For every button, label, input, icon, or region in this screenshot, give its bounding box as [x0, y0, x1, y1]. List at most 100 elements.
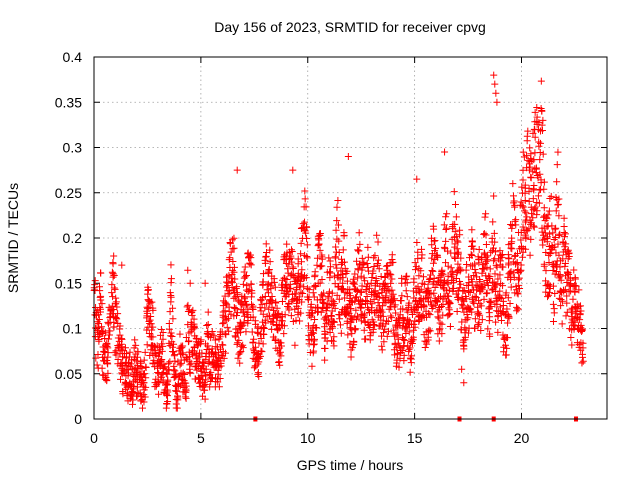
data-point [281, 311, 289, 319]
data-point [324, 294, 332, 302]
data-point [297, 239, 305, 247]
data-point [214, 370, 222, 378]
data-point [334, 271, 342, 279]
data-point [351, 294, 359, 302]
x-tick-label: 15 [407, 430, 423, 446]
data-point [419, 273, 427, 281]
data-point [273, 304, 281, 312]
data-point [134, 348, 142, 356]
data-point [391, 341, 399, 349]
data-point [388, 251, 396, 259]
data-point [554, 148, 562, 156]
data-point [355, 247, 363, 255]
data-point [420, 280, 428, 288]
data-point [451, 228, 459, 236]
data-point [475, 296, 483, 304]
data-point [223, 278, 231, 286]
data-point [309, 349, 317, 357]
data-point [190, 325, 198, 333]
data-point [287, 312, 295, 320]
data-point [159, 365, 167, 373]
data-point [264, 269, 272, 277]
data-point [551, 225, 559, 233]
data-point [288, 258, 296, 266]
data-point [333, 217, 341, 225]
data-point [294, 304, 302, 312]
data-point [202, 376, 210, 384]
data-point [417, 285, 425, 293]
data-point [272, 298, 280, 306]
data-point [368, 274, 376, 282]
data-point [255, 339, 263, 347]
data-point [283, 283, 291, 291]
data-point [530, 185, 538, 193]
data-point [346, 324, 354, 332]
data-point [368, 316, 376, 324]
data-point [548, 222, 556, 230]
data-point [374, 238, 382, 246]
data-point [297, 309, 305, 317]
data-point [493, 98, 501, 106]
data-point [443, 210, 451, 218]
data-point [460, 379, 468, 387]
x-tick-label: 5 [197, 430, 205, 446]
data-point [375, 293, 383, 301]
data-point [578, 359, 586, 367]
data-point [303, 223, 311, 231]
data-point [538, 127, 546, 135]
data-point [526, 163, 534, 171]
data-point [556, 263, 564, 271]
y-tick-label: 0.4 [63, 49, 83, 65]
data-point [536, 148, 544, 156]
data-point [335, 237, 343, 245]
data-point [444, 280, 452, 288]
data-point [159, 342, 167, 350]
data-point [478, 285, 486, 293]
data-point [335, 295, 343, 303]
data-point [265, 289, 273, 297]
data-point [518, 183, 526, 191]
data-point [442, 224, 450, 232]
data-point [351, 326, 359, 334]
data-point [431, 237, 439, 245]
data-point [110, 252, 118, 260]
data-point [559, 297, 567, 305]
data-point [184, 308, 192, 316]
data-point [328, 312, 336, 320]
data-point [366, 332, 374, 340]
data-point [475, 319, 483, 327]
data-point [163, 400, 171, 408]
data-point [281, 293, 289, 301]
data-point [360, 258, 368, 266]
data-point [248, 301, 256, 309]
data-point [545, 207, 553, 215]
data-point [411, 266, 419, 274]
data-point [220, 354, 228, 362]
data-point [112, 298, 120, 306]
data-point [376, 307, 384, 315]
data-point [339, 246, 347, 254]
data-point [554, 200, 562, 208]
data-point [155, 390, 163, 398]
data-point [239, 321, 247, 329]
data-point [428, 305, 436, 313]
data-point [298, 266, 306, 274]
data-point [566, 274, 574, 282]
data-point [403, 293, 411, 301]
data-point [428, 254, 436, 262]
data-point [475, 309, 483, 317]
data-point [514, 305, 522, 313]
data-point [527, 173, 535, 181]
data-point [414, 255, 422, 263]
data-point [561, 262, 569, 270]
data-point [505, 314, 513, 322]
data-point [530, 222, 538, 230]
data-point [258, 348, 266, 356]
data-point [132, 341, 140, 349]
data-point [364, 243, 372, 251]
data-point [570, 266, 578, 274]
data-point [491, 238, 499, 246]
data-point [418, 254, 426, 262]
data-point [272, 311, 280, 319]
data-point [523, 132, 531, 140]
